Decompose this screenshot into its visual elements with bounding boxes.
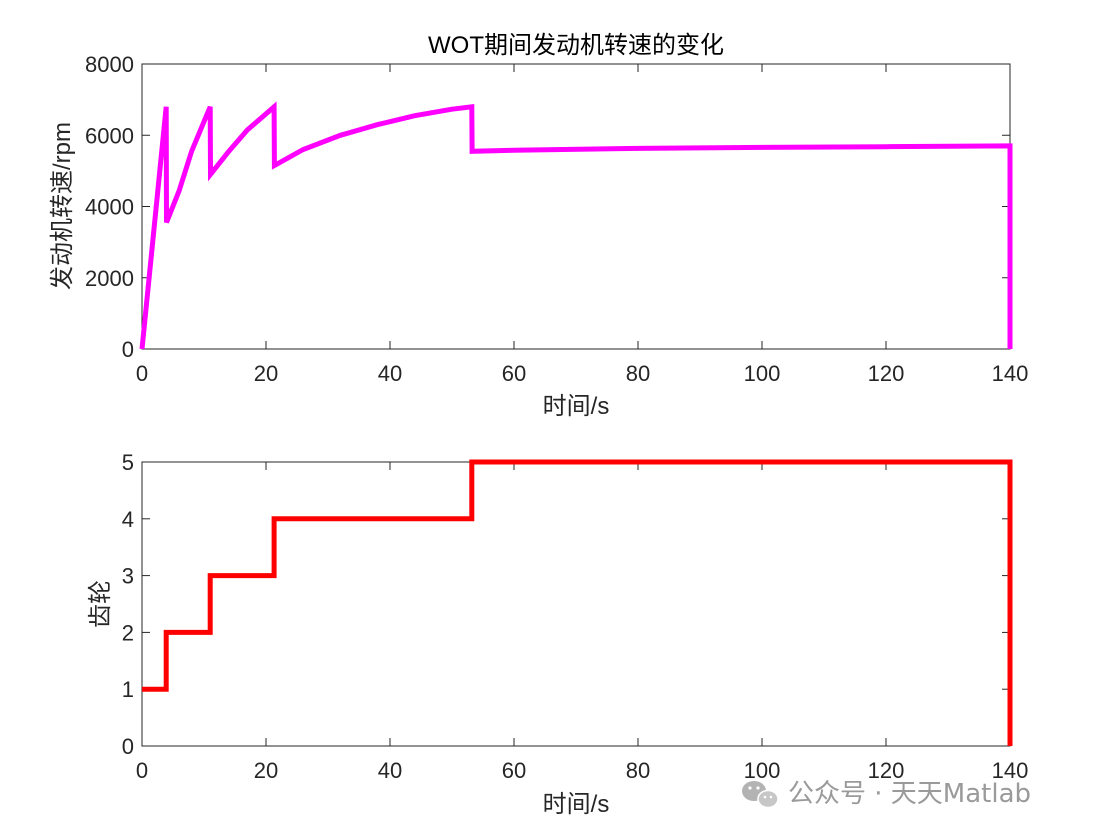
engine-speed-series-line <box>139 101 1013 350</box>
engine-speed-axes: 0 20 40 60 80 100 120 140 0 2000 4000 6000 8000 WOT期… <box>49 32 1028 420</box>
engine-speed-xlabel: 时间/s <box>543 393 610 420</box>
gear-ytick-label: 3 <box>122 564 134 589</box>
gear-ytick-label: 1 <box>122 677 134 702</box>
gear-xtick-label: 60 <box>502 758 526 783</box>
wechat-icon <box>742 781 779 809</box>
engine-speed-xtick-label: 40 <box>378 361 402 386</box>
gear-xtick-label: 20 <box>254 758 278 783</box>
engine-speed-xtick-label: 0 <box>136 361 148 386</box>
gear-xtick-label: 120 <box>868 758 905 783</box>
gear-ticks: 0 20 40 60 80 100 120 140 0 1 2 3 4 5 <box>122 450 1029 783</box>
gear-xtick-label: 80 <box>626 758 650 783</box>
gear-xlabel: 时间/s <box>543 791 610 818</box>
engine-speed-xtick-label: 100 <box>744 361 781 386</box>
engine-speed-plot-frame <box>141 63 1011 350</box>
engine-speed-ticks: 0 20 40 60 80 100 120 140 0 2000 4000 6000 8000 <box>85 52 1028 386</box>
gear-ylabel: 齿轮 <box>87 580 114 628</box>
gear-xtick-label: 140 <box>992 758 1029 783</box>
gear-ytick-label: 0 <box>122 734 134 759</box>
engine-speed-ylabel: 发动机转速/rpm <box>49 122 76 290</box>
engine-speed-xtick-label: 80 <box>626 361 650 386</box>
gear-plot-frame <box>141 461 1011 747</box>
watermark-text: 公众号 · 天天Matlab <box>788 779 1031 809</box>
gear-xtick-label: 40 <box>378 758 402 783</box>
gear-ytick-label: 5 <box>122 450 134 475</box>
engine-speed-series <box>139 101 1013 350</box>
gear-series <box>142 459 1013 746</box>
engine-speed-title: WOT期间发动机转速的变化 <box>428 32 724 59</box>
engine-speed-xtick-label: 20 <box>254 361 278 386</box>
gear-series-line <box>142 459 1013 746</box>
engine-speed-ytick-label: 8000 <box>85 52 134 77</box>
engine-speed-ytick-label: 4000 <box>85 195 134 220</box>
watermark: 公众号 · 天天Matlab <box>742 779 1031 809</box>
engine-speed-xtick-label: 60 <box>502 361 526 386</box>
gear-axes: 0 20 40 60 80 100 120 140 0 1 2 3 4 5 时间/s 齿轮 <box>87 450 1028 818</box>
gear-xtick-label: 100 <box>744 758 781 783</box>
engine-speed-xtick-label: 140 <box>992 361 1029 386</box>
gear-ytick-label: 4 <box>122 507 134 532</box>
engine-speed-ytick-label: 0 <box>122 337 134 362</box>
gear-xtick-label: 0 <box>136 758 148 783</box>
engine-speed-ytick-label: 2000 <box>85 266 134 291</box>
engine-speed-ytick-label: 6000 <box>85 123 134 148</box>
gear-ytick-label: 2 <box>122 620 134 645</box>
engine-speed-xtick-label: 120 <box>868 361 905 386</box>
